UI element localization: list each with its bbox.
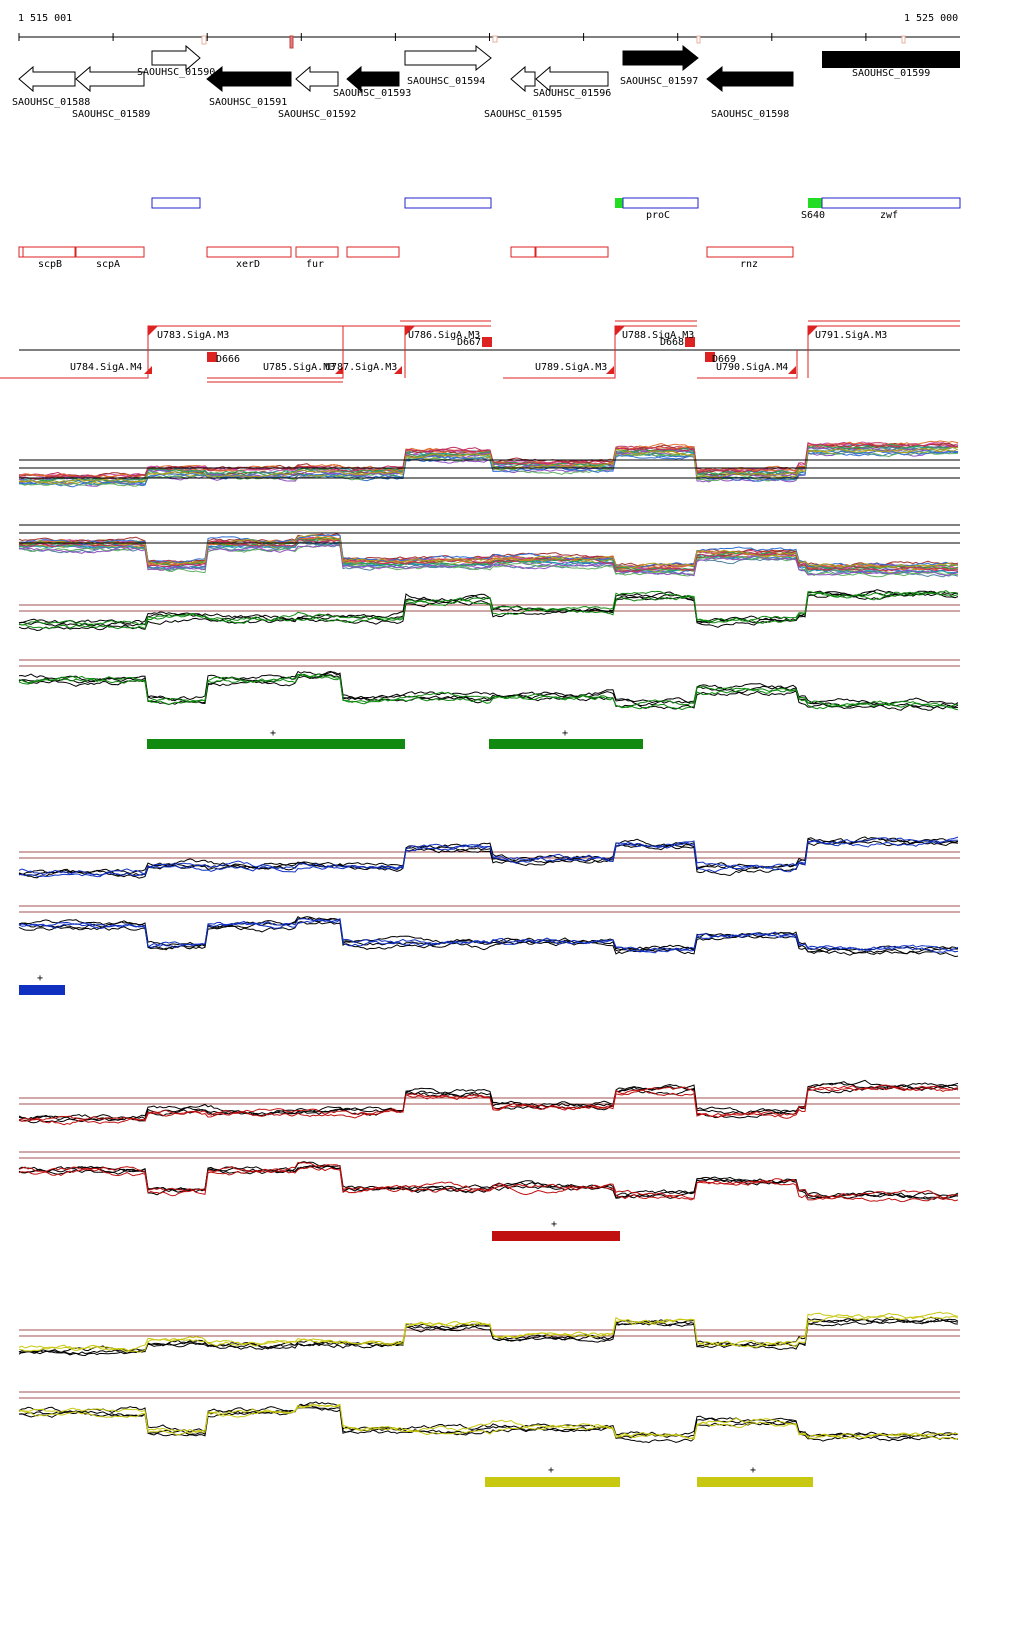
condition-panel (18, 1151, 960, 1203)
segment-label[interactable]: U787.SigA.M3 (325, 362, 397, 373)
gene-SAOUHSC_01593[interactable]: SAOUHSC_01593 (333, 65, 411, 99)
condition-panel (18, 1391, 960, 1444)
gene-SAOUHSC_01589[interactable]: SAOUHSC_01589 (72, 65, 150, 120)
segmentation-track: U783.SigA.M3 U784.SigA.M4 D666 U785.SigA… (0, 320, 960, 383)
gene-label: SAOUHSC_01597 (620, 76, 698, 87)
gene-SAOUHSC_01594[interactable]: SAOUHSC_01594 (404, 44, 492, 87)
overlay-panel (18, 440, 960, 488)
segment-dropout-box (207, 352, 217, 362)
gene-label: SAOUHSC_01588 (12, 97, 90, 108)
segment-dropout-box (482, 337, 492, 347)
gene-label: SAOUHSC_01595 (484, 109, 562, 120)
condition-panel (18, 659, 960, 711)
gene-label: SAOUHSC_01589 (72, 109, 150, 120)
gene-SAOUHSC_01597[interactable]: SAOUHSC_01597 (620, 44, 699, 87)
condition-bar-mark: + (37, 973, 43, 984)
gene-SAOUHSC_01595[interactable]: SAOUHSC_01595 (484, 65, 562, 120)
condition-bar-mark: + (270, 728, 276, 739)
red-feature-box[interactable] (510, 246, 536, 258)
feature-label: proC (646, 210, 670, 221)
segment-label[interactable]: U786.SigA.M3 (408, 330, 480, 341)
red-feature-track: scpB scpA xerD fur rnz (18, 246, 794, 270)
red-feature-box[interactable] (295, 246, 339, 258)
gene-label: SAOUHSC_01599 (852, 68, 930, 79)
gene-label: SAOUHSC_01594 (407, 76, 485, 87)
condition-bar-red[interactable] (492, 1231, 620, 1241)
gene-label: SAOUHSC_01593 (333, 88, 411, 99)
feature-label: rnz (740, 259, 758, 270)
blue-feature-box[interactable] (151, 197, 201, 209)
feature-label: xerD (236, 259, 260, 270)
blue-feature-box[interactable] (622, 197, 699, 209)
blue-feature-box[interactable] (821, 197, 961, 209)
condition-panel (18, 905, 960, 958)
condition-bar-blue[interactable] (19, 985, 65, 995)
condition-bars: + + + + + + (19, 728, 813, 1487)
coordinate-axis (18, 33, 960, 41)
condition-bar-mark: + (551, 1219, 557, 1230)
segment-label[interactable]: U783.SigA.M3 (157, 330, 229, 341)
condition-panel (18, 589, 960, 632)
condition-panel (18, 1079, 960, 1126)
gene-SAOUHSC_01596[interactable]: SAOUHSC_01596 (533, 65, 611, 99)
feature-label: zwf (880, 210, 898, 221)
condition-bar-yellow[interactable] (485, 1477, 620, 1487)
gene-track: SAOUHSC_01588 SAOUHSC_01589 SAOUHSC_0159… (12, 35, 960, 120)
blue-feature-box[interactable] (404, 197, 492, 209)
gene-SAOUHSC_01590[interactable]: SAOUHSC_01590 (137, 44, 215, 78)
segment-label[interactable]: D666 (216, 354, 240, 365)
red-feature-box[interactable] (18, 246, 76, 258)
feature-label: scpB (38, 259, 62, 270)
segment-label[interactable]: D667 (457, 337, 481, 348)
condition-panel (18, 836, 960, 879)
condition-bar-yellow[interactable] (697, 1477, 813, 1487)
gene-label: SAOUHSC_01592 (278, 109, 356, 120)
gene-SAOUHSC_01591[interactable]: SAOUHSC_01591 (206, 65, 292, 108)
red-feature-box[interactable] (706, 246, 794, 258)
red-feature-box[interactable] (535, 246, 609, 258)
red-feature-box[interactable] (346, 246, 400, 258)
segment-label[interactable]: U789.SigA.M3 (535, 362, 607, 373)
expression-tracks (18, 440, 960, 1444)
segment-label[interactable]: U785.SigA.M3 (263, 362, 335, 373)
condition-bar-mark: + (750, 1465, 756, 1476)
condition-bar-green[interactable] (489, 739, 643, 749)
segment-label[interactable]: D669 (712, 354, 736, 365)
condition-bar-green[interactable] (147, 739, 405, 749)
tss-mark[interactable] (808, 198, 822, 208)
segment-dropout-box (705, 352, 715, 362)
coordinate-start-label: 1 515 001 (18, 13, 73, 24)
blue-feature-track: proC S640 zwf (151, 197, 961, 221)
gene-SAOUHSC_01599[interactable]: SAOUHSC_01599 (822, 51, 960, 79)
red-feature-box[interactable] (75, 246, 145, 258)
gene-SAOUHSC_01592[interactable]: SAOUHSC_01592 (278, 65, 356, 120)
coordinate-end-label: 1 525 000 (904, 13, 959, 24)
segment-label[interactable]: U788.SigA.M3 (622, 330, 694, 341)
gene-SAOUHSC_01598[interactable]: SAOUHSC_01598 (706, 65, 794, 120)
segment-dropout-box (685, 337, 695, 347)
segment-label[interactable]: U784.SigA.M4 (70, 362, 142, 373)
condition-panel (18, 1311, 960, 1357)
gene-label: SAOUHSC_01596 (533, 88, 611, 99)
segment-label[interactable]: D668 (660, 337, 684, 348)
segment-label[interactable]: U790.SigA.M4 (716, 362, 788, 373)
segment-label[interactable]: U791.SigA.M3 (815, 330, 887, 341)
feature-label: fur (306, 259, 324, 270)
gene-SAOUHSC_01588[interactable]: SAOUHSC_01588 (12, 65, 90, 108)
tss-mark[interactable] (615, 198, 623, 208)
overlay-panel (18, 524, 960, 578)
tss-label: S640 (801, 210, 825, 221)
condition-bar-mark: + (548, 1465, 554, 1476)
gene-label: SAOUHSC_01598 (711, 109, 789, 120)
gene-label: SAOUHSC_01591 (209, 97, 287, 108)
condition-bar-mark: + (562, 728, 568, 739)
feature-label: scpA (96, 259, 120, 270)
red-feature-box[interactable] (206, 246, 292, 258)
gene-label: SAOUHSC_01590 (137, 67, 215, 78)
